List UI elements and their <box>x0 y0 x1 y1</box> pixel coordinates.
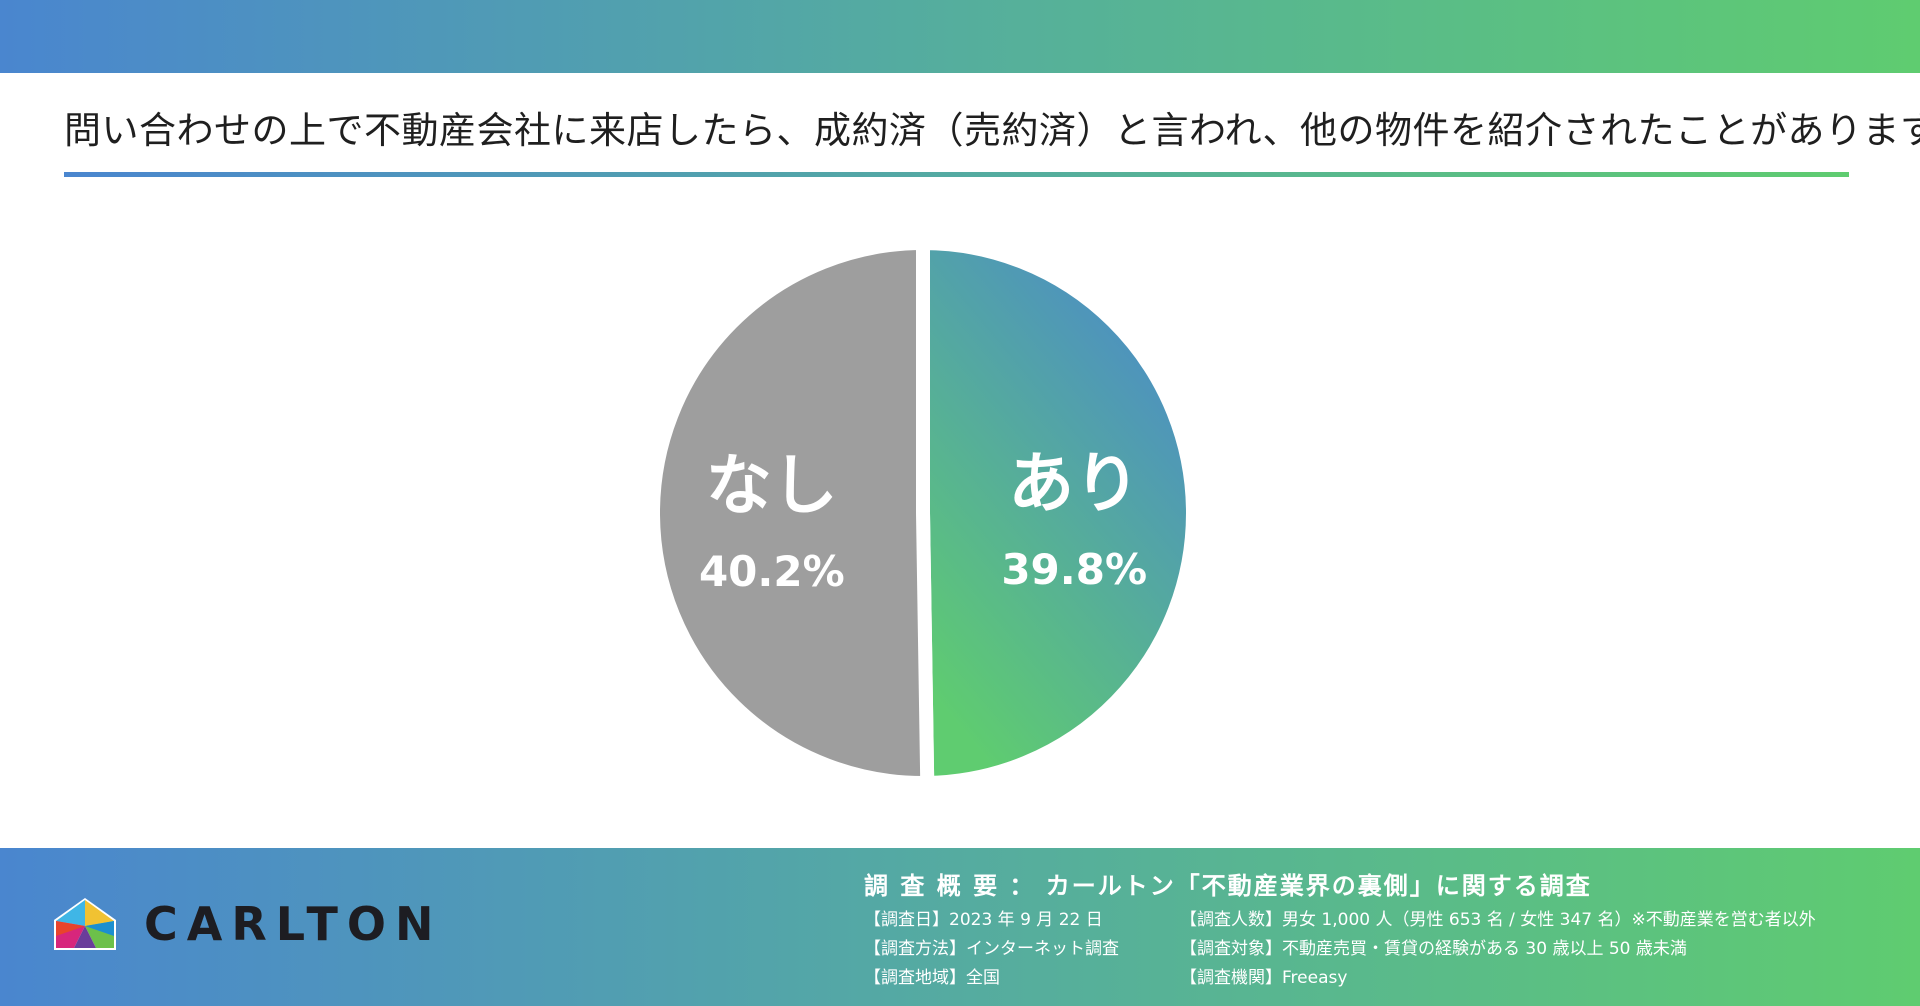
brand-logo: CARLTON <box>52 894 442 954</box>
survey-heading: 調 査 概 要 ： カールトン「不動産業界の裏側」に関する調査 <box>864 872 1592 900</box>
survey-region: 【調査地域】全国 <box>864 968 1000 988</box>
top-banner <box>0 0 1920 73</box>
survey-details: 【調査日】2023 年 9 月 22 日 【調査人数】男女 1,000 人（男性… <box>864 907 1904 991</box>
slice-label: なし <box>706 447 838 524</box>
question-title: 問い合わせの上で不動産会社に来店したら、成約済（売約済）と言われ、他の物件を紹介… <box>64 109 1920 152</box>
footer-banner <box>0 848 1920 1006</box>
pie-chart: あり 39.8% なし 40.2% <box>560 200 1360 800</box>
slice-label: あり <box>1008 445 1140 522</box>
slice-value-label: 39.8% <box>1001 545 1147 594</box>
title-underline <box>64 172 1849 177</box>
survey-agency: 【調査機関】Freeasy <box>1180 968 1348 988</box>
survey-method: 【調査方法】インターネット調査 <box>864 939 1119 959</box>
survey-summary: 調 査 概 要 ： カールトン「不動産業界の裏側」に関する調査 【調査日】202… <box>864 866 1904 991</box>
pie-chart-svg: あり 39.8% なし 40.2% <box>646 236 1201 790</box>
survey-target: 【調査対象】不動産売買・賃貸の経験がある 30 歳以上 50 歳未満 <box>1180 939 1687 959</box>
slice-nashi <box>646 236 935 790</box>
house-logo-icon <box>54 898 116 950</box>
brand-name: CARLTON <box>144 897 443 951</box>
survey-date: 【調査日】2023 年 9 月 22 日 <box>864 910 1103 930</box>
slice-value-label: 40.2% <box>699 547 845 596</box>
slice-ari <box>916 236 1201 790</box>
survey-respondents: 【調査人数】男女 1,000 人（男性 653 名 / 女性 347 名）※不動… <box>1180 910 1816 930</box>
